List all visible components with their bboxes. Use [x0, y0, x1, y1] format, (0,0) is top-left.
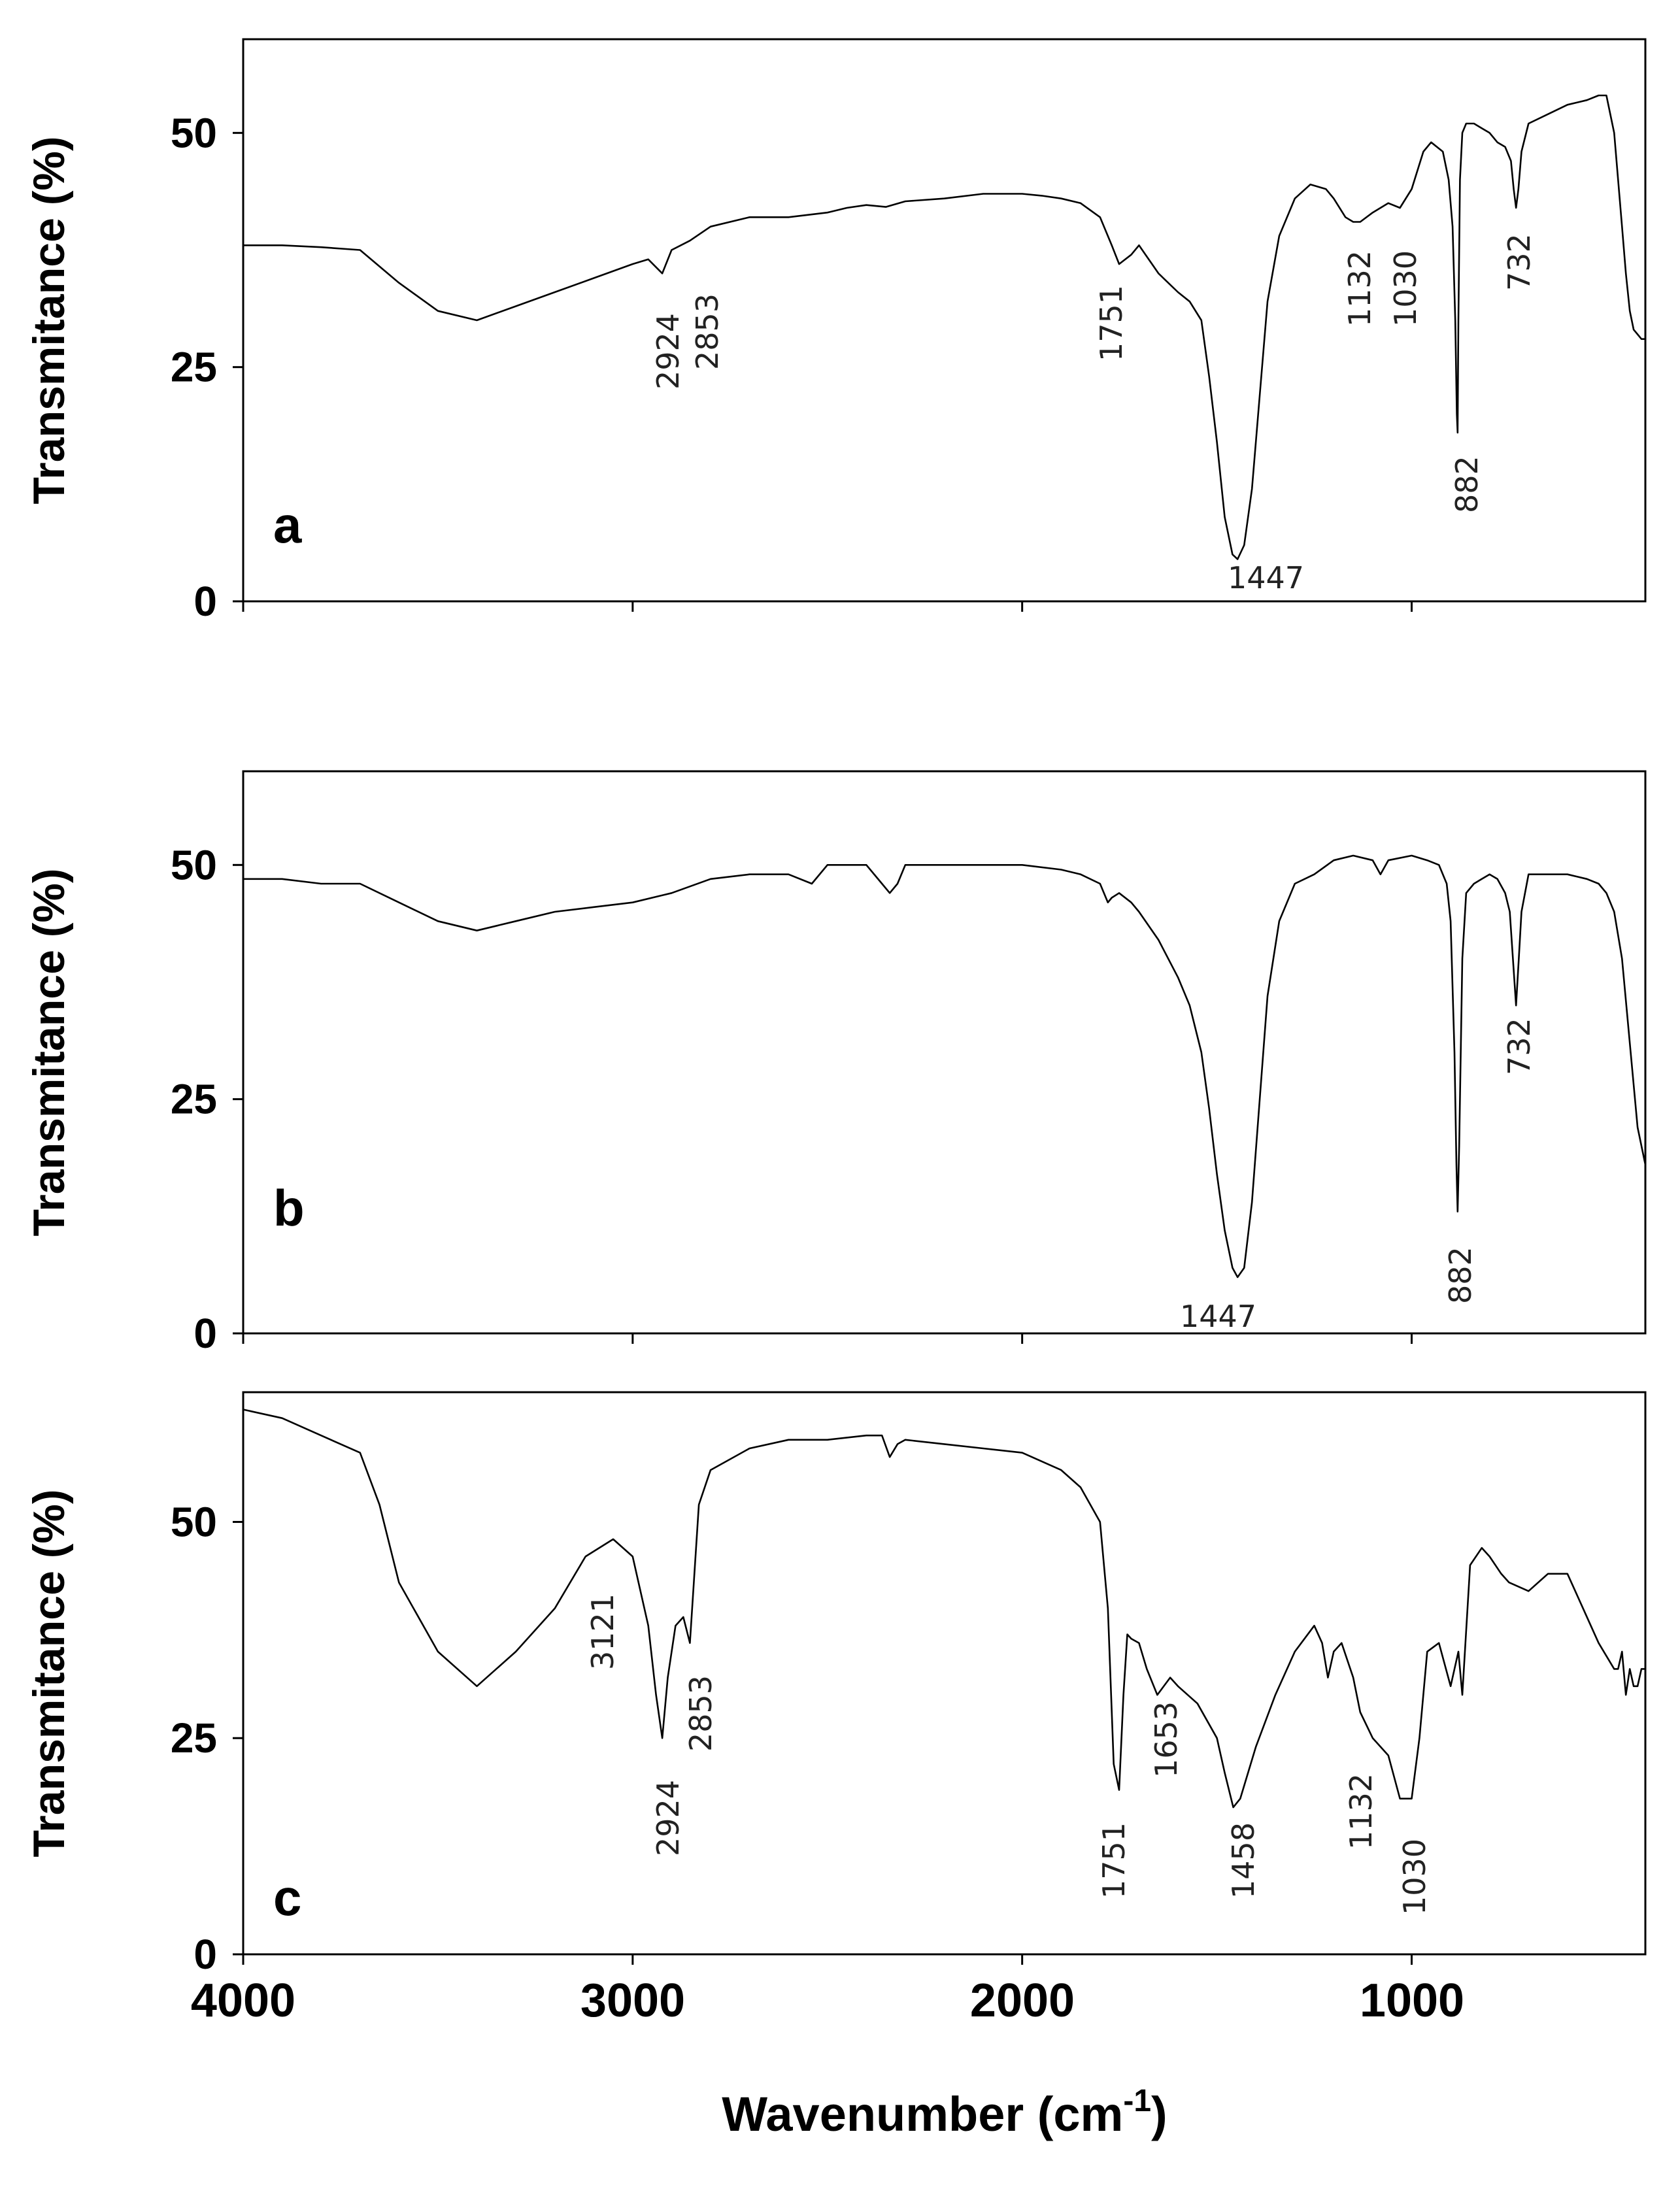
y-tick-label-b-0: 0 — [193, 1310, 217, 1357]
x-axis-label-close: ) — [1151, 2087, 1168, 2141]
x-axis-label-superscript: -1 — [1123, 2084, 1151, 2118]
peak-label-a-732: 732 — [1502, 233, 1537, 291]
panel-c-y-axis: 0 25 50 — [171, 1498, 243, 1978]
y-tick-label-b-50: 50 — [171, 841, 217, 888]
panel-a-frame — [242, 38, 1647, 603]
panel-b-y-axis: 0 25 50 — [171, 841, 243, 1357]
peak-label-c-1458: 1458 — [1226, 1822, 1261, 1899]
y-tick-label-a-25: 25 — [171, 344, 217, 391]
spectrum-line-a — [243, 94, 1645, 560]
x-axis-label-main: Wavenumber (cm — [722, 2087, 1123, 2141]
panel-a-y-axis: 0 25 50 — [171, 109, 243, 625]
peak-label-b-882: 882 — [1443, 1246, 1478, 1304]
spectrum-line-b — [243, 854, 1647, 1278]
y-tick-label-a-50: 50 — [171, 109, 217, 156]
peak-label-a-2924: 2924 — [650, 313, 686, 390]
panel-c-y-axis-label: Transmitance (%) — [24, 1489, 74, 1857]
panel-b-y-axis-label: Transmitance (%) — [24, 868, 74, 1236]
peak-label-c-1653: 1653 — [1149, 1701, 1184, 1778]
panel-c-letter: c — [273, 1869, 301, 1926]
peak-label-b-1447: 1447 — [1180, 1299, 1256, 1334]
panel-a-spectrum — [243, 94, 1645, 560]
panel-c-spectrum — [243, 1409, 1645, 1809]
y-tick-label-c-50: 50 — [171, 1498, 217, 1545]
peak-label-a-1132: 1132 — [1342, 250, 1377, 327]
panel-b-frame — [242, 770, 1647, 1335]
spectrum-line-c — [243, 1409, 1645, 1809]
y-tick-label-b-25: 25 — [171, 1076, 217, 1123]
panel-a-letter: a — [273, 496, 302, 554]
x-tick-label-2000: 2000 — [970, 1975, 1075, 2027]
peak-label-c-1751: 1751 — [1096, 1822, 1132, 1899]
peak-label-a-1447: 1447 — [1228, 560, 1304, 595]
peak-label-a-882: 882 — [1449, 456, 1485, 513]
peak-label-b-732: 732 — [1502, 1018, 1537, 1075]
panel-a-y-axis-label: Transmitance (%) — [24, 136, 74, 504]
peak-label-a-1751: 1751 — [1094, 285, 1129, 361]
x-tick-label-4000: 4000 — [191, 1975, 295, 2027]
x-tick-label-3000: 3000 — [580, 1975, 685, 2027]
peak-label-c-2924: 2924 — [650, 1780, 686, 1856]
panel-b-x-ticks — [242, 1333, 1413, 1344]
panel-a-x-ticks — [242, 601, 1413, 612]
peak-label-c-1132: 1132 — [1343, 1773, 1379, 1850]
y-tick-label-a-0: 0 — [193, 578, 217, 625]
peak-label-c-2853: 2853 — [683, 1675, 718, 1752]
x-axis-label: Wavenumber (cm-1) — [722, 2084, 1167, 2141]
peak-label-a-1030: 1030 — [1388, 250, 1423, 327]
panel-c-frame — [242, 1391, 1647, 1956]
peak-label-c-3121: 3121 — [585, 1594, 620, 1670]
peak-label-a-2853: 2853 — [690, 293, 725, 370]
x-tick-label-1000: 1000 — [1360, 1975, 1464, 2027]
peak-label-c-1030: 1030 — [1397, 1839, 1432, 1915]
panel-b: 0 25 50 Transmitance (%) b 1447 882 732 — [24, 770, 1647, 1357]
panel-b-spectrum — [243, 854, 1647, 1278]
panel-c-x-ticks — [242, 1954, 1413, 1965]
panel-b-letter: b — [273, 1179, 305, 1237]
y-tick-label-c-25: 25 — [171, 1714, 217, 1761]
y-tick-label-c-0: 0 — [193, 1931, 217, 1978]
